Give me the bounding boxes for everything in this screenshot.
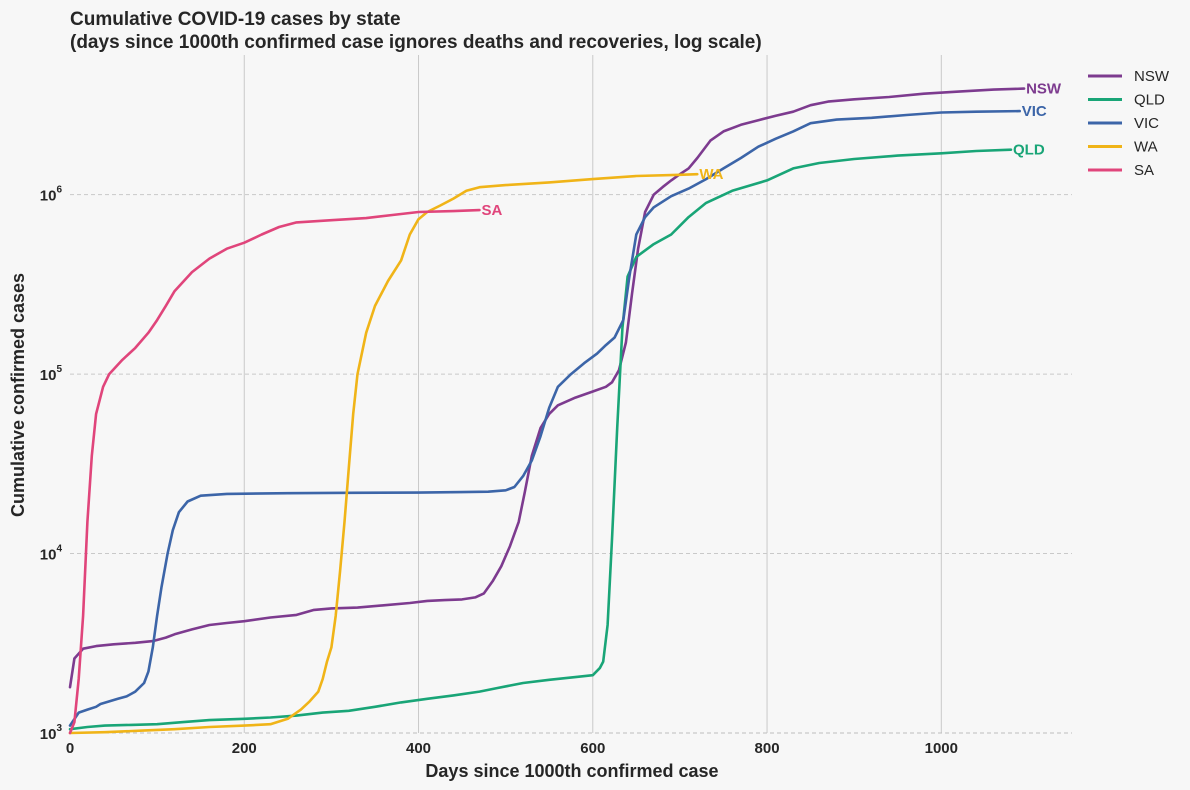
x-tick-label: 1000: [925, 740, 958, 757]
x-tick-label: 600: [580, 740, 605, 757]
y-tick-label: 105: [40, 364, 63, 384]
chart-title: Cumulative COVID-19 cases by state: [70, 9, 401, 30]
legend-label-sa: SA: [1134, 162, 1154, 179]
legend-label-nsw: NSW: [1134, 68, 1170, 85]
y-tick-label: 103: [40, 723, 63, 743]
legend-label-vic: VIC: [1134, 115, 1159, 132]
y-tick-label: 104: [40, 544, 63, 564]
x-tick-label: 0: [66, 740, 74, 757]
series-line-qld: [68, 148, 1013, 731]
x-tick-label: 800: [755, 740, 780, 757]
y-tick-label: 106: [40, 185, 63, 205]
legend-label-qld: QLD: [1134, 92, 1165, 109]
x-axis-label: Days since 1000th confirmed case: [425, 761, 718, 781]
y-axis-label: Cumulative confirmed cases: [8, 273, 28, 517]
series-end-label-vic: VIC: [1022, 103, 1047, 120]
series-end-labels: NSW QLD VIC WA SA: [482, 81, 1062, 220]
series-line-nsw: [68, 87, 1026, 689]
x-tick-label: 200: [232, 740, 257, 757]
series-line-sa: [68, 208, 481, 735]
series-end-label-sa: SA: [482, 202, 503, 219]
series-lines: [68, 87, 1026, 735]
x-tick-label: 400: [406, 740, 431, 757]
chart-subtitle: (days since 1000th confirmed case ignore…: [70, 32, 762, 53]
series-line-vic: [68, 109, 1021, 727]
series-end-label-nsw: NSW: [1026, 81, 1062, 98]
grid: [70, 55, 1072, 733]
legend: NSW QLD VIC WA SA: [1088, 68, 1170, 179]
series-end-label-wa: WA: [699, 166, 723, 183]
axes: 0 200 400 600 800 1000 103 104 105 106: [40, 185, 1072, 757]
series-line-wa: [68, 172, 699, 735]
series-end-label-qld: QLD: [1013, 142, 1045, 159]
legend-label-wa: WA: [1134, 139, 1158, 156]
